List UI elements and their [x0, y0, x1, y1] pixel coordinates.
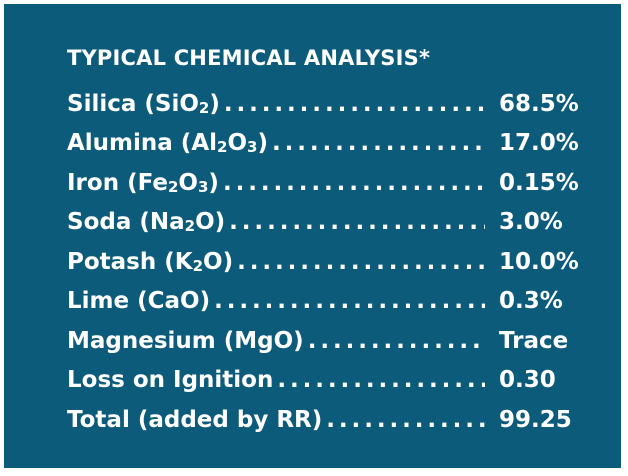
dot-leader: ........................................… — [229, 209, 485, 236]
dot-leader: ........................................… — [237, 248, 485, 275]
row-label: Magnesium (MgO) — [67, 327, 304, 354]
row-label: Soda (Na2O) — [67, 209, 226, 236]
dot-leader: ........................................… — [214, 288, 485, 315]
row-value: Trace — [499, 327, 569, 354]
row-label: Total (added by RR) — [67, 406, 323, 433]
row-label: Iron (Fe2O3) — [67, 169, 219, 196]
row-value: 68.5% — [499, 90, 579, 117]
row-value: 99.25 — [499, 406, 572, 433]
row-value: 3.0% — [499, 209, 563, 236]
panel-title: TYPICAL CHEMICAL ANALYSIS* — [67, 46, 431, 70]
row-value: 17.0% — [499, 130, 579, 157]
analysis-row-magnesium: Magnesium (MgO) ........................… — [67, 321, 587, 361]
row-value: 0.30 — [499, 367, 556, 394]
row-label: Lime (CaO) — [67, 288, 211, 315]
analysis-row-loss-on-ignition: Loss on Ignition .......................… — [67, 361, 587, 401]
analysis-row-total: Total (added by RR) ....................… — [67, 400, 587, 440]
row-label: Loss on Ignition — [67, 367, 274, 394]
analysis-list: Silica (SiO2) ..........................… — [67, 84, 587, 440]
row-label: Alumina (Al2O3) — [67, 130, 268, 157]
analysis-row-silica: Silica (SiO2) ..........................… — [67, 84, 587, 124]
row-label: Silica (SiO2) — [67, 90, 220, 117]
analysis-row-lime: Lime (CaO) .............................… — [67, 282, 587, 322]
dot-leader: ........................................… — [326, 406, 485, 433]
analysis-row-soda: Soda (Na2O) ............................… — [67, 203, 587, 243]
row-label: Potash (K2O) — [67, 248, 234, 275]
row-value: 0.3% — [499, 288, 563, 315]
dot-leader: ........................................… — [277, 367, 485, 394]
dot-leader: ........................................… — [223, 90, 485, 117]
analysis-row-iron: Iron (Fe2O3) ...........................… — [67, 163, 587, 203]
analysis-row-alumina: Alumina (Al2O3) ........................… — [67, 124, 587, 164]
row-value: 10.0% — [499, 248, 579, 275]
dot-leader: ........................................… — [307, 327, 485, 354]
dot-leader: ........................................… — [222, 169, 485, 196]
chemical-analysis-panel: TYPICAL CHEMICAL ANALYSIS* Silica (SiO2)… — [4, 4, 621, 468]
row-value: 0.15% — [499, 169, 579, 196]
dot-leader: ........................................… — [271, 130, 485, 157]
analysis-row-potash: Potash (K2O) ...........................… — [67, 242, 587, 282]
